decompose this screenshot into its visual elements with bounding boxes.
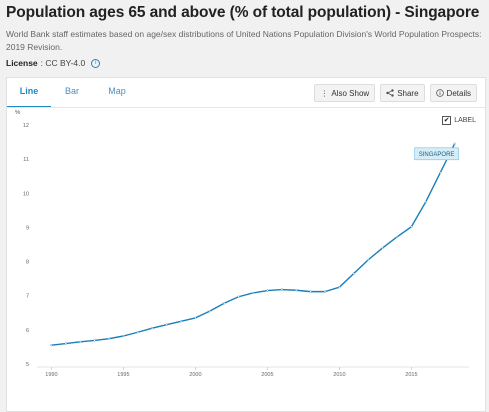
share-button[interactable]: Share [380,84,425,102]
license-line: License : CC BY-4.0 i [6,58,101,68]
license-label: License [6,58,38,68]
data-point [50,344,53,347]
data-point [367,258,370,261]
data-point [223,302,226,305]
x-tick-label: 1990 [45,372,57,378]
data-point [395,235,399,239]
data-point [122,334,125,338]
y-tick-label: 11 [23,157,29,163]
tabs-divider [7,107,485,108]
data-point [338,286,341,289]
x-tick-label: 2015 [405,372,417,378]
data-point [165,323,168,326]
x-tick-label: 2010 [333,372,345,378]
y-tick-label: 10 [23,191,29,197]
y-tick-label: 7 [26,294,29,300]
data-point [453,142,456,145]
data-point [410,225,413,228]
data-point [179,320,183,323]
data-point [136,331,139,334]
tab-map[interactable]: Map [108,86,126,96]
chart-toolbar: ⋮ Also Show Share Details [314,84,477,102]
data-point [295,289,298,292]
chart-description: World Bank staff estimates based on age/… [6,29,482,52]
label-checkbox[interactable]: ✔ [442,116,452,125]
data-point [323,290,327,293]
data-point [280,288,283,291]
label-toggle-text: LABEL [454,117,476,124]
y-axis-unit-label: % [15,110,21,116]
x-tick-label: 2000 [189,372,201,378]
also-show-button[interactable]: ⋮ Also Show [314,84,376,102]
data-point [439,171,442,174]
x-tick-label: 2005 [261,372,273,378]
chart-card: Line Bar Map ⋮ Also Show Share Details ✔… [6,77,486,412]
series-label-text: SINGAPORE [419,152,455,158]
data-point [309,290,312,293]
details-label: Details [446,88,471,98]
y-tick-label: 12 [23,123,29,129]
label-toggle[interactable]: ✔ LABEL [442,116,476,125]
data-point [251,291,255,295]
share-label: Share [397,88,419,98]
info-circle-icon [435,89,444,97]
data-point [381,246,384,250]
license-value: : CC BY-4.0 [40,58,86,68]
data-point [107,337,111,340]
data-point [266,289,269,292]
data-point [93,339,96,342]
data-point [151,327,154,330]
also-show-label: Also Show [331,88,370,98]
y-tick-label: 5 [26,362,29,368]
data-point [64,342,67,345]
info-icon[interactable]: i [91,58,101,68]
share-icon [386,89,394,97]
data-point [237,295,240,298]
series-label-box [414,147,459,161]
data-point [79,340,82,343]
tab-bar[interactable]: Bar [64,86,79,96]
data-point [208,309,211,313]
line-chart: % 5 6 7 8 9 10 11 12 1990 1995 2000 2005 2010 2015 SIN… [15,110,469,378]
data-point [424,200,427,203]
vertical-dots-icon: ⋮ [320,88,329,98]
tab-line[interactable]: Line [7,78,51,108]
series-end-label: SINGAPORE [414,147,459,161]
y-tick-label: 8 [26,260,29,266]
y-tick-label: 6 [26,328,29,334]
page-title: Population ages 65 and above (% of total… [6,4,480,21]
data-point [194,316,197,320]
details-button[interactable]: Details [429,84,477,102]
data-point [352,272,355,275]
chart-tabs: Line Bar Map [7,78,137,108]
x-tick-label: 1995 [117,372,129,378]
series-line-singapore [51,143,456,346]
y-tick-label: 9 [26,225,29,231]
